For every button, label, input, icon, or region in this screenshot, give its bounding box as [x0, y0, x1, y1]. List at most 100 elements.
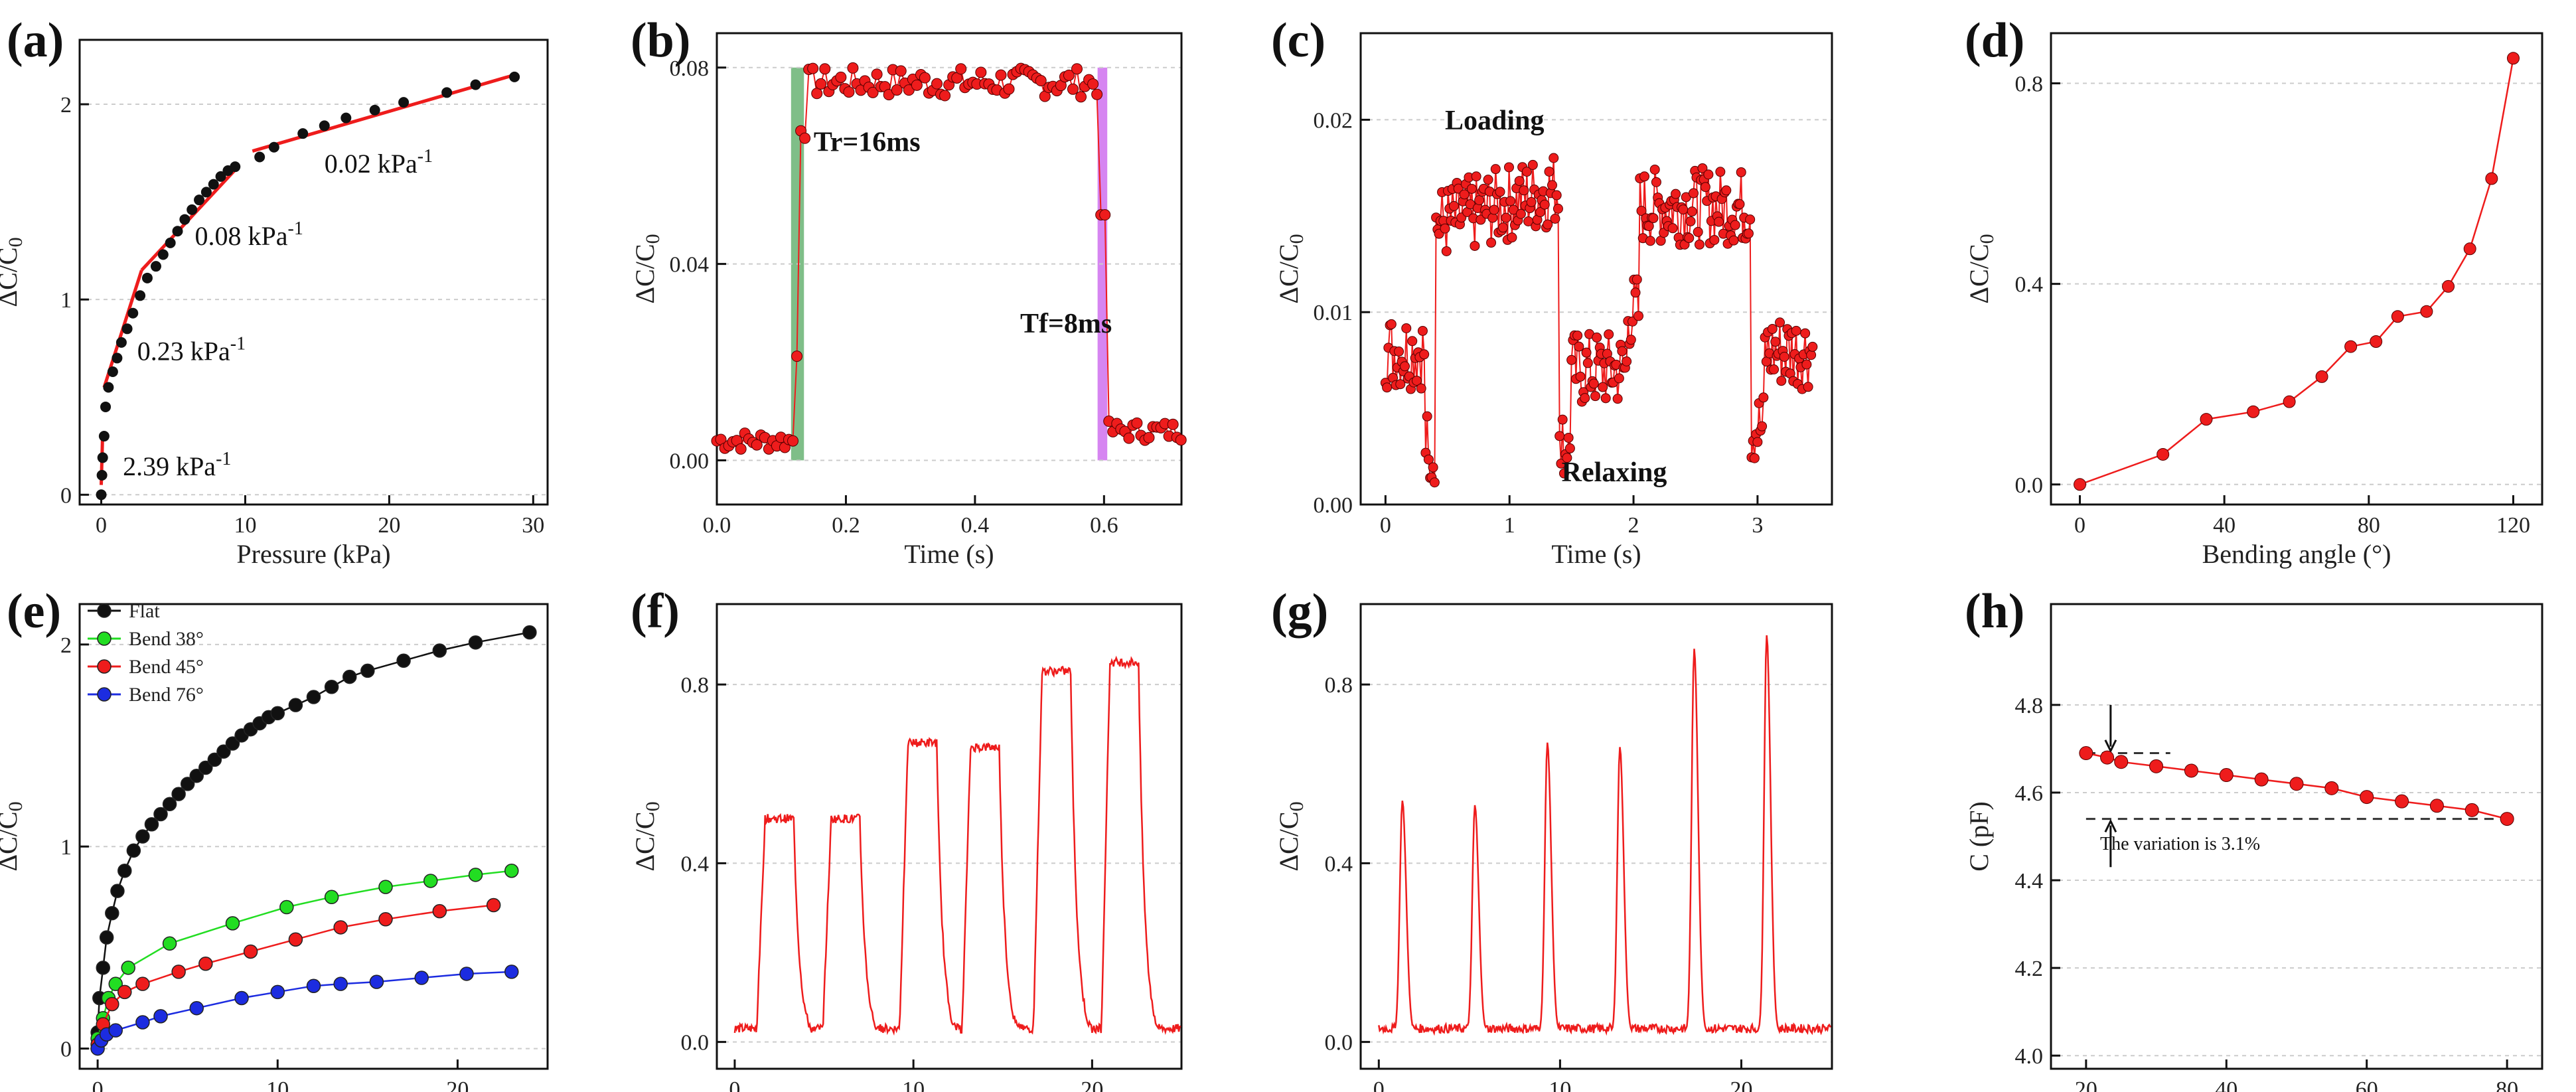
- data-point: [995, 69, 1007, 81]
- data-point: [1476, 214, 1486, 225]
- data-point: [1743, 228, 1754, 239]
- data-point: [1572, 330, 1583, 341]
- data-point: [108, 1023, 123, 1038]
- data-point: [975, 66, 987, 78]
- data-point: [1544, 166, 1554, 177]
- data-point: [1470, 240, 1480, 251]
- data-point: [1694, 239, 1705, 250]
- data-point: [1556, 458, 1566, 469]
- slope-exponent: -1: [216, 449, 231, 469]
- x-tick-label: 0: [1380, 513, 1391, 538]
- data-point: [895, 65, 907, 77]
- data-point: [1557, 414, 1568, 425]
- data-point: [189, 1000, 204, 1016]
- data-point: [1697, 163, 1708, 173]
- data-point: [96, 961, 110, 975]
- data-point: [1590, 391, 1601, 402]
- data-point: [333, 920, 348, 935]
- data-point: [1633, 311, 1644, 321]
- data-point: [1757, 421, 1768, 431]
- y-axis-label-text: ΔC/C0: [1274, 801, 1308, 871]
- y-tick-label: 0.4: [2015, 273, 2044, 297]
- data-point: [1671, 189, 1681, 199]
- panel-label: (f): [631, 584, 680, 639]
- data-point: [117, 863, 132, 878]
- x-tick-label: 40: [2213, 513, 2235, 538]
- y-axis-label-text: ΔC/C0: [630, 234, 664, 303]
- legend-marker: [97, 603, 112, 618]
- x-axis-label: Time (s): [1551, 539, 1641, 569]
- panel-label: (e): [7, 584, 61, 639]
- data-point: [172, 226, 183, 237]
- data-point: [815, 78, 827, 90]
- x-tick-label: 2: [1628, 513, 1639, 538]
- data-point: [1471, 171, 1481, 182]
- plot-frame: [716, 32, 1183, 506]
- data-point: [369, 104, 380, 116]
- data-point: [911, 79, 923, 91]
- y-tick-label: 1: [60, 288, 72, 313]
- data-point: [171, 965, 186, 979]
- data-point: [121, 323, 133, 335]
- data-point: [198, 760, 213, 775]
- state-annotation: Relaxing: [1562, 457, 1667, 488]
- data-point: [2429, 799, 2444, 813]
- data-point: [1428, 462, 1438, 473]
- data-point: [1505, 196, 1516, 206]
- y-tick-label: 1: [60, 835, 72, 860]
- x-tick-label: 3: [1752, 513, 1763, 538]
- slope-annotation: 0.02 kPa-1: [325, 146, 433, 179]
- data-point: [2200, 413, 2213, 426]
- data-point: [522, 625, 537, 640]
- data-point: [2283, 395, 2296, 408]
- data-point: [2074, 478, 2087, 491]
- data-point: [2254, 772, 2269, 787]
- data-point: [1423, 454, 1434, 465]
- y-tick-label: 4.8: [2015, 694, 2044, 718]
- data-point: [270, 706, 285, 721]
- data-point: [1550, 213, 1560, 224]
- data-point: [2114, 755, 2129, 769]
- data-point: [2506, 52, 2520, 65]
- data-point: [2289, 777, 2304, 791]
- panel-label: (h): [1965, 584, 2024, 639]
- data-point: [1466, 183, 1477, 194]
- data-point: [306, 690, 321, 704]
- data-point: [1554, 431, 1565, 441]
- data-point: [871, 68, 883, 80]
- data-point: [867, 86, 879, 98]
- data-point: [2485, 172, 2498, 185]
- data-point: [141, 272, 153, 283]
- data-point: [2395, 794, 2409, 809]
- x-tick-label: 20: [2075, 1077, 2097, 1092]
- data-point: [243, 944, 258, 959]
- data-point: [1459, 189, 1470, 200]
- data-point: [1688, 188, 1699, 198]
- slope-value: 0.08 kPa: [195, 221, 288, 251]
- data-point: [135, 290, 146, 301]
- data-point: [1526, 196, 1537, 207]
- data-point: [1693, 226, 1703, 237]
- y-tick-label: 0.8: [2015, 72, 2044, 97]
- data-point: [1490, 164, 1501, 175]
- data-point: [1769, 364, 1780, 375]
- y-axis-label-text: ΔC/C0: [1274, 234, 1308, 303]
- data-point: [207, 752, 222, 767]
- time-annotation: Tf=8ms: [1020, 309, 1112, 339]
- slope-value: 0.02 kPa: [325, 149, 417, 179]
- data-point: [1123, 432, 1135, 444]
- data-point: [1563, 432, 1574, 443]
- series-line: [2080, 58, 2514, 485]
- data-point: [1767, 324, 1778, 335]
- data-point: [1503, 162, 1514, 173]
- data-point: [1667, 223, 1678, 234]
- data-point: [179, 214, 190, 225]
- data-point: [1143, 431, 1155, 443]
- plot-frame: [716, 603, 1183, 1070]
- data-point: [2500, 812, 2514, 826]
- legend-label: Bend 45°: [129, 656, 204, 678]
- data-point: [2149, 759, 2164, 773]
- data-point: [1519, 185, 1529, 196]
- data-point: [2100, 750, 2115, 765]
